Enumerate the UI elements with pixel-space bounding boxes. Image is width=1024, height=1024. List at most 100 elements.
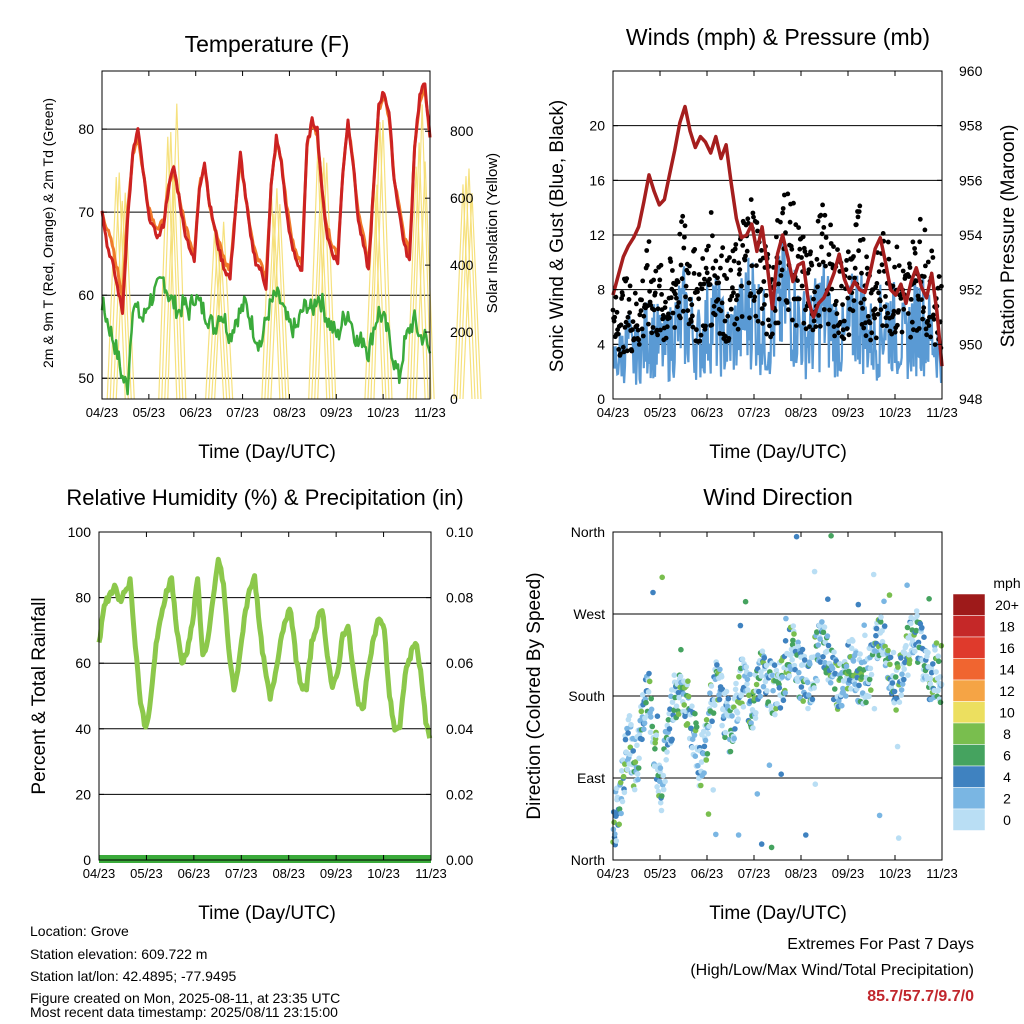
gust-point [740, 243, 746, 248]
gust-point [921, 274, 927, 279]
gust-point [751, 214, 756, 220]
y-tick-label: 80 [75, 590, 91, 606]
direction-point [933, 640, 940, 646]
gust-point [861, 325, 867, 331]
direction-point [616, 806, 623, 812]
direction-point [921, 634, 927, 640]
direction-point [638, 708, 645, 715]
solar-spike [158, 136, 178, 400]
direction-point [743, 664, 750, 670]
gust-point [787, 219, 793, 225]
gust-point [748, 197, 754, 203]
gust-point [719, 300, 725, 306]
y-tick-label: 70 [78, 204, 94, 220]
y-tick-label: 0 [83, 852, 91, 868]
x-tick-label: 10/23 [367, 405, 400, 420]
direction-point [773, 667, 780, 674]
gust-point [852, 275, 857, 281]
colorbar-swatch [952, 593, 986, 616]
gust-point [727, 255, 732, 260]
direction-point [914, 613, 920, 619]
pressure-line [611, 104, 944, 367]
gust-point [615, 331, 621, 337]
gust-point [651, 307, 657, 313]
gust-point [853, 222, 859, 228]
x-tick-label: 09/23 [832, 866, 865, 881]
gust-point [841, 318, 847, 324]
gust-point [753, 313, 759, 319]
direction-point [791, 662, 798, 669]
direction-point [832, 670, 838, 677]
gust-point [672, 291, 678, 297]
direction-point [648, 695, 654, 702]
gust-point [613, 294, 619, 300]
gust-point [703, 323, 708, 329]
gust-point [845, 249, 851, 255]
gust-point [655, 306, 661, 312]
x-tick-label: 08/23 [273, 405, 306, 420]
direction-point [744, 681, 750, 687]
x-tick-label: 10/23 [879, 866, 912, 881]
gust-point [702, 276, 707, 282]
direction-point [930, 661, 936, 667]
y-right-tick-label: 600 [450, 190, 474, 206]
gust-point [654, 327, 660, 333]
direction-point [619, 798, 626, 805]
gust-point [879, 262, 885, 268]
direction-point [828, 533, 834, 539]
gust-point [912, 246, 917, 251]
x-tick-label: 10/23 [879, 405, 912, 420]
gust-point [675, 304, 680, 310]
y-right-tick-label: 0.08 [446, 590, 473, 606]
direction-point [814, 677, 820, 684]
gust-point [703, 265, 709, 271]
direction-point [713, 831, 719, 838]
direction-point [836, 698, 842, 704]
direction-point [889, 680, 896, 686]
gust-point [851, 298, 857, 303]
direction-point [685, 678, 691, 684]
gust-point [770, 331, 775, 337]
gust-point [725, 313, 731, 319]
temperature-ylabel: 2m & 9m T (Red, Orange) & 2m Td (Green) [40, 98, 56, 368]
gust-point [724, 276, 730, 281]
gust-point [758, 286, 764, 292]
direction-point [753, 681, 760, 688]
direction-point [722, 729, 729, 736]
gust-point [744, 248, 750, 254]
direction-point [771, 662, 778, 668]
direction-point [704, 751, 711, 757]
y-right-tick-label: 800 [450, 123, 474, 139]
direction-point [893, 707, 899, 713]
gust-point [780, 210, 785, 216]
gust-point [695, 289, 700, 295]
gust-point [856, 209, 862, 215]
gust-point [896, 263, 902, 268]
direction-point [703, 757, 710, 763]
gust-point [670, 268, 675, 273]
colorbar-swatch [952, 765, 986, 788]
gust-point [748, 291, 754, 296]
gust-point [859, 270, 864, 276]
direction-point [805, 692, 812, 698]
gust-point [707, 276, 712, 282]
gust-point [790, 317, 795, 323]
direction-point [716, 696, 723, 703]
gust-point [913, 278, 919, 284]
direction-point [761, 655, 768, 661]
gust-point [640, 278, 646, 284]
gust-point [840, 327, 846, 333]
direction-point [935, 687, 941, 694]
y-tick-label: North [571, 852, 605, 868]
solar-spike [109, 172, 129, 400]
gust-point [878, 307, 884, 313]
gust-point [864, 254, 869, 260]
direction-point [655, 788, 662, 795]
solar-spike [415, 161, 435, 400]
gust-point [713, 258, 719, 264]
gust-point [844, 326, 850, 331]
direction-point [702, 737, 709, 744]
gust-point [894, 244, 900, 250]
gust-point [929, 248, 935, 254]
gust-point [885, 239, 891, 245]
